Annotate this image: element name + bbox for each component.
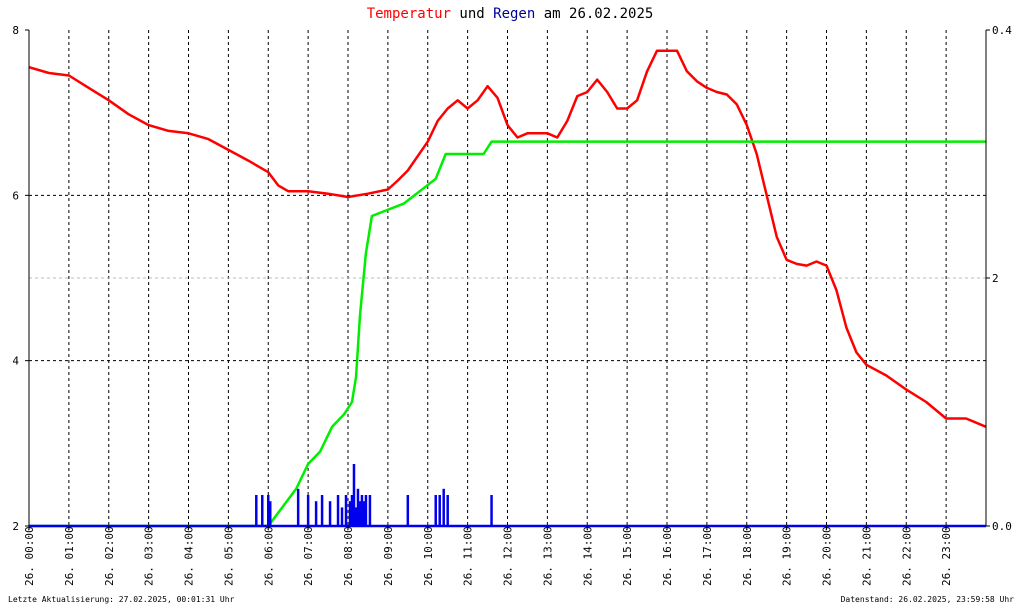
footer-left-text: Letzte Aktualisierung: 27.02.2025, 00:01… xyxy=(8,595,235,604)
x-tick-label: 26. 06:00 xyxy=(262,526,275,586)
x-tick-label: 26. 22:00 xyxy=(900,526,913,586)
x-tick-label: 26. 15:00 xyxy=(621,526,634,586)
x-tick-label: 26. 00:00 xyxy=(23,526,36,586)
title-part: Regen xyxy=(493,6,535,22)
x-tick-label: 26. 10:00 xyxy=(422,526,435,586)
x-tick-label: 26. 07:00 xyxy=(302,526,315,586)
x-tick-label: 26. 05:00 xyxy=(222,526,235,586)
x-tick-label: 26. 08:00 xyxy=(342,526,355,586)
y-left-tick-label: 6 xyxy=(12,189,19,202)
x-tick-label: 26. 01:00 xyxy=(63,526,76,586)
chart-title: Temperatur und Regen am 26.02.2025 xyxy=(367,6,654,22)
title-part: am 26.02.2025 xyxy=(535,6,653,22)
axes: 2 4 6 8 0.0 2 0.4 26. 00:00 26. 01:00 26. 02:00 26… xyxy=(12,24,1012,586)
x-tick-label: 26. 02:00 xyxy=(103,526,116,586)
y-right-tick-label: 0.0 xyxy=(992,520,1012,533)
grid xyxy=(29,30,986,526)
x-tick-label: 26. 11:00 xyxy=(462,526,475,586)
x-tick-label: 26. 12:00 xyxy=(502,526,515,586)
y-right-tick-label: 2 xyxy=(992,272,999,285)
x-tick-label: 26. 19:00 xyxy=(781,526,794,586)
x-tick-label: 26. 03:00 xyxy=(143,526,156,586)
series-layer xyxy=(28,49,987,528)
footer-right-text: Datenstand: 26.02.2025, 23:59:58 Uhr xyxy=(841,595,1015,604)
y-left-tick-label: 2 xyxy=(12,520,19,533)
x-tick-label: 26. 21:00 xyxy=(860,526,873,586)
x-tick-label: 26. 17:00 xyxy=(701,526,714,586)
series-line-regen xyxy=(29,140,986,528)
x-tick-label: 26. 09:00 xyxy=(382,526,395,586)
x-tick-label: 26. 14:00 xyxy=(581,526,594,586)
y-right-tick-label: 0.4 xyxy=(992,24,1012,37)
series-line-temperatur xyxy=(28,49,987,428)
y-left-tick-label: 8 xyxy=(12,24,19,37)
x-tick-label: 26. 04:00 xyxy=(183,526,196,586)
x-tick-label: 26. 23:00 xyxy=(940,526,953,586)
x-tick-label: 26. 20:00 xyxy=(821,526,834,586)
x-tick-label: 26. 16:00 xyxy=(661,526,674,586)
title-part: Temperatur xyxy=(367,6,451,22)
title-part: und xyxy=(451,6,493,22)
y-left-tick-label: 4 xyxy=(12,355,19,368)
x-tick-label: 26. 13:00 xyxy=(541,526,554,586)
x-tick-label: 26. 18:00 xyxy=(741,526,754,586)
